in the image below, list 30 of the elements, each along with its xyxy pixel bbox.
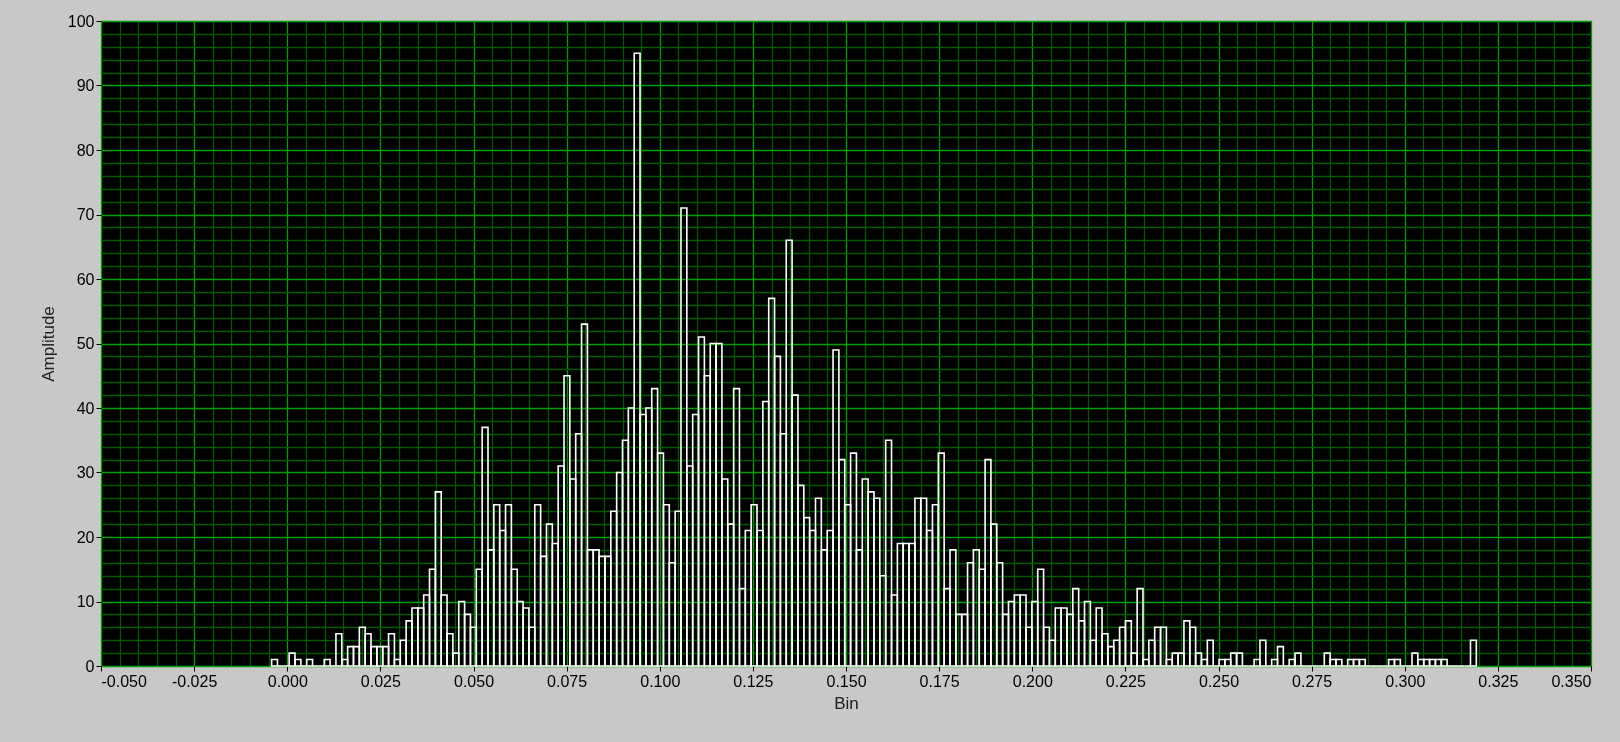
y-tick-label: 60 bbox=[76, 270, 95, 288]
x-tick-label: 0.100 bbox=[640, 672, 681, 690]
x-axis-title: Bin bbox=[834, 693, 859, 713]
y-tick-label: 50 bbox=[76, 335, 95, 352]
x-tick-label: 0.025 bbox=[360, 672, 401, 690]
x-tick-label: 0.300 bbox=[1385, 672, 1426, 690]
x-tick-label: 0.350 bbox=[1551, 672, 1592, 690]
y-axis-title: Amplitude bbox=[38, 306, 58, 382]
x-tick-label: 0.000 bbox=[267, 672, 308, 690]
y-tick-label: 30 bbox=[76, 464, 95, 481]
x-tick-label: 0.200 bbox=[1012, 672, 1053, 690]
y-tick-label: 10 bbox=[76, 593, 95, 610]
y-tick-label: 80 bbox=[76, 141, 95, 159]
x-tick-label: 0.125 bbox=[733, 672, 774, 690]
x-tick-label: 0.250 bbox=[1198, 672, 1240, 690]
x-tick-label: -0.025 bbox=[171, 672, 218, 690]
y-tick-label: 20 bbox=[76, 528, 95, 546]
x-tick-label: 0.150 bbox=[826, 672, 867, 690]
x-tick-label: 0.075 bbox=[547, 672, 588, 690]
x-tick-label: 0.275 bbox=[1292, 672, 1333, 690]
x-tick-label: 0.050 bbox=[453, 672, 495, 690]
x-tick-label: 0.325 bbox=[1478, 672, 1519, 690]
y-tick-label: 70 bbox=[76, 206, 95, 223]
x-tick-label: 0.225 bbox=[1105, 672, 1146, 690]
y-tick-label: 0 bbox=[85, 657, 95, 675]
y-tick-label: 90 bbox=[76, 77, 95, 94]
y-tick-label: 100 bbox=[67, 12, 95, 30]
x-tick-label: -0.050 bbox=[101, 672, 147, 690]
x-tick-label: 0.175 bbox=[919, 672, 960, 690]
y-tick-label: 40 bbox=[76, 399, 95, 417]
